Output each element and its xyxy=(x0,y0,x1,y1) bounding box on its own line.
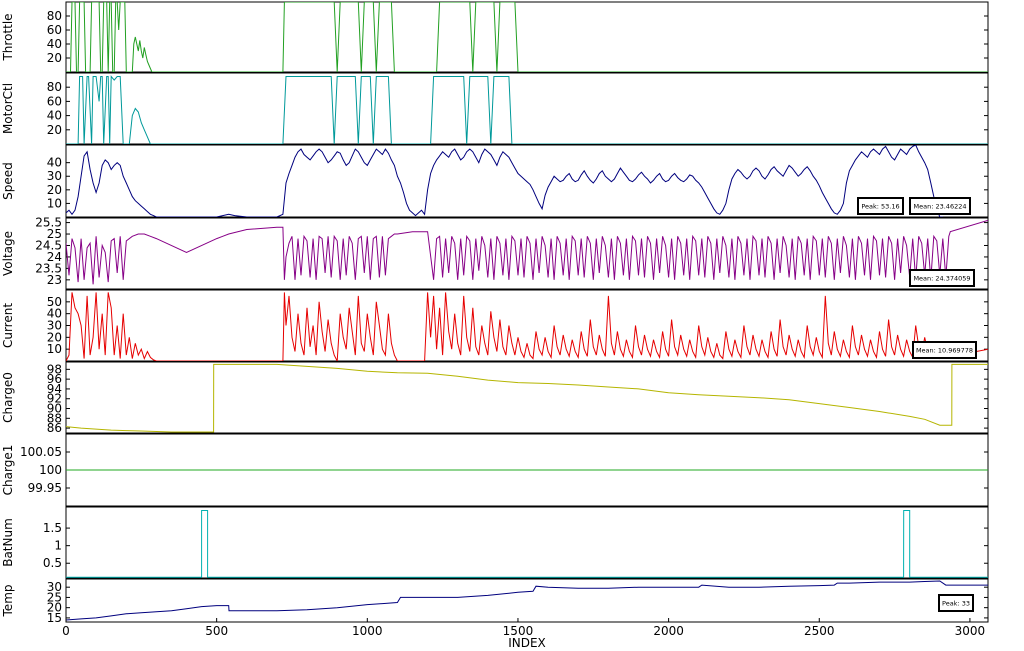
x-axis-label: INDEX xyxy=(508,636,546,650)
x-tick-label: 2500 xyxy=(804,624,835,638)
y-axis-label: Current xyxy=(1,303,15,348)
y-axis-label: Charge1 xyxy=(1,445,15,496)
y-tick-label: 20 xyxy=(47,183,62,197)
y-tick-label: 23.5 xyxy=(35,261,62,275)
series-line-speed xyxy=(66,145,943,217)
annotation-text: Mean: 23.46224 xyxy=(914,203,967,211)
y-tick-label: 24 xyxy=(47,250,62,264)
y-tick-label: 10 xyxy=(47,342,62,356)
y-tick-label: 100 xyxy=(39,463,62,477)
annotation-box xyxy=(909,269,975,287)
y-tick-label: 30 xyxy=(47,319,62,333)
y-tick-label: 23 xyxy=(47,273,62,287)
series-line-temp xyxy=(66,580,988,621)
x-axis: 0 500 1000 1500 2000 2500 3000 INDEX xyxy=(62,618,985,650)
y-axis-label: BatNum xyxy=(1,518,15,567)
y-tick-label: 94 xyxy=(47,382,62,396)
y-axis-label: Voltage xyxy=(1,231,15,276)
y-tick-label: 40 xyxy=(47,156,62,170)
annotation-box xyxy=(857,197,904,215)
y-tick-label: 20 xyxy=(47,51,62,65)
y-tick-label: 25 xyxy=(47,227,62,241)
y-tick-label: 80 xyxy=(47,9,62,23)
series-line-motorctl xyxy=(66,75,988,144)
x-tick-label: 3000 xyxy=(955,624,986,638)
series-line-current xyxy=(66,292,988,361)
x-tick-label: 1500 xyxy=(503,624,534,638)
panel-frame xyxy=(65,506,989,579)
x-tick-label: 0 xyxy=(62,624,70,638)
y-tick-label: 86 xyxy=(47,421,62,435)
y-axis-label: Temp xyxy=(1,585,15,618)
y-tick-label: 60 xyxy=(47,23,62,37)
y-axis-label: Charge0 xyxy=(1,372,15,423)
y-tick-label: 20 xyxy=(47,601,62,615)
x-tick-label: 1000 xyxy=(352,624,383,638)
y-axis-label: Speed xyxy=(1,162,15,200)
annotation-box xyxy=(938,594,974,612)
x-tick-label: 500 xyxy=(205,624,228,638)
y-axis-label: MotorCtl xyxy=(1,83,15,134)
y-tick-label: 90 xyxy=(47,402,62,416)
y-tick-label: 60 xyxy=(47,94,62,108)
series-line-throttle xyxy=(66,2,988,72)
y-tick-label: 25.5 xyxy=(35,216,62,230)
annotation-text: Mean: 10.969778 xyxy=(916,347,973,355)
y-axis-label: Throttle xyxy=(1,13,15,61)
y-tick-label: 30 xyxy=(47,169,62,183)
series-line-batnum xyxy=(66,510,988,578)
y-tick-label: 88 xyxy=(47,411,62,425)
y-tick-label: 0.5 xyxy=(43,556,62,570)
y-tick-label: 98 xyxy=(47,362,62,376)
y-tick-label: 92 xyxy=(47,392,62,406)
y-tick-label: 1.5 xyxy=(43,521,62,535)
y-tick-label: 40 xyxy=(47,109,62,123)
y-tick-label: 40 xyxy=(47,37,62,51)
panel-frame xyxy=(65,217,989,290)
y-tick-label: 100.05 xyxy=(20,445,62,459)
y-tick-label: 99.95 xyxy=(28,481,62,495)
panel-frame xyxy=(65,72,989,145)
y-tick-label: 10 xyxy=(47,196,62,210)
y-tick-label: 96 xyxy=(47,372,62,386)
y-tick-label: 40 xyxy=(47,307,62,321)
y-tick-label: 50 xyxy=(47,295,62,309)
series-line-charge0 xyxy=(66,363,988,433)
annotation-box xyxy=(909,197,971,215)
y-tick-label: 20 xyxy=(47,123,62,137)
y-tick-label: 25 xyxy=(47,590,62,604)
y-tick-label: 80 xyxy=(47,80,62,94)
panel-batnum: 0.5 1 1.5 BatNum xyxy=(1,506,989,579)
y-tick-label: 15 xyxy=(47,611,62,625)
y-tick-label: 1 xyxy=(54,539,62,553)
panel-charge1: 99.95 100 100.05 Charge1 xyxy=(1,433,989,507)
panel-frame xyxy=(65,361,989,434)
panel-frame xyxy=(65,1,989,73)
annotation-text: Peak: 33 xyxy=(942,600,970,608)
annotation-box xyxy=(912,341,977,359)
series-line-voltage xyxy=(66,219,988,285)
panel-frame xyxy=(65,144,989,218)
annotation-text: Peak: 53.16 xyxy=(861,203,899,211)
panel-frame xyxy=(65,578,989,623)
annotation-text: Mean: 24.374059 xyxy=(913,275,970,283)
y-tick-label: 20 xyxy=(47,330,62,344)
y-tick-label: 24.5 xyxy=(35,238,62,252)
x-tick-label: 2000 xyxy=(653,624,684,638)
y-tick-label: 30 xyxy=(47,580,62,594)
